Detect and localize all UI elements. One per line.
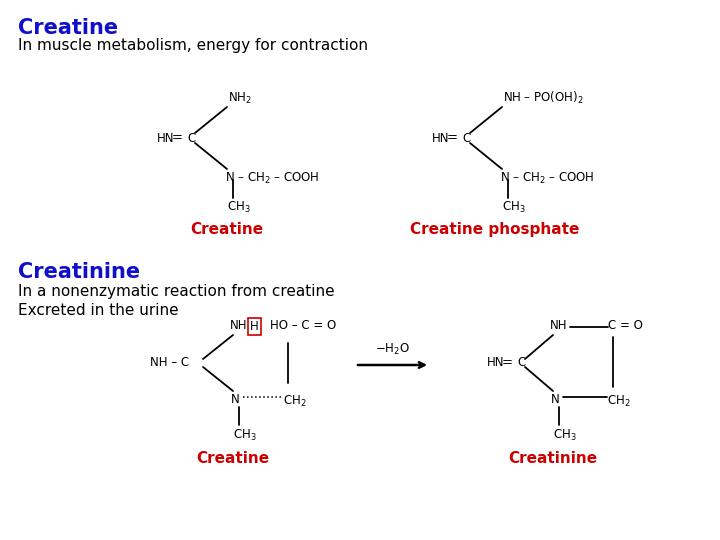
Text: HN: HN (432, 132, 449, 145)
Text: CH$_2$: CH$_2$ (607, 394, 631, 409)
Text: =: = (502, 356, 513, 369)
Text: C: C (517, 356, 526, 369)
Text: HN: HN (157, 132, 174, 145)
Text: H: H (250, 320, 258, 333)
Text: $-$H$_2$O: $-$H$_2$O (376, 342, 410, 357)
Text: In muscle metabolism, energy for contraction: In muscle metabolism, energy for contrac… (18, 38, 368, 53)
Text: N – CH$_2$ – COOH: N – CH$_2$ – COOH (500, 171, 595, 186)
Text: CH$_3$: CH$_3$ (227, 200, 251, 215)
Text: C: C (462, 132, 470, 145)
Text: C = O: C = O (608, 319, 643, 332)
Text: Creatinine: Creatinine (18, 262, 140, 282)
Text: N: N (231, 393, 240, 406)
Text: =: = (171, 132, 182, 145)
Text: N: N (551, 393, 559, 406)
Text: In a nonenzymatic reaction from creatine: In a nonenzymatic reaction from creatine (18, 284, 335, 299)
Text: Creatine: Creatine (190, 222, 264, 237)
Text: Creatine: Creatine (18, 18, 118, 38)
Text: NH – C: NH – C (150, 356, 189, 369)
Text: HO – C = O: HO – C = O (270, 319, 336, 332)
Text: C: C (187, 132, 195, 145)
Text: =: = (446, 132, 457, 145)
Text: Creatine phosphate: Creatine phosphate (410, 222, 580, 237)
Text: NH – PO(OH)$_2$: NH – PO(OH)$_2$ (503, 90, 584, 106)
Text: Creatine: Creatine (197, 451, 269, 466)
Text: CH$_3$: CH$_3$ (553, 428, 577, 443)
Text: CH$_3$: CH$_3$ (233, 428, 257, 443)
Text: CH$_2$: CH$_2$ (283, 394, 307, 409)
Text: N – CH$_2$ – COOH: N – CH$_2$ – COOH (225, 171, 320, 186)
Text: Creatinine: Creatinine (508, 451, 598, 466)
Text: NH$_2$: NH$_2$ (228, 91, 252, 106)
Text: NH: NH (230, 319, 248, 332)
Text: CH$_3$: CH$_3$ (502, 200, 526, 215)
Text: NH: NH (550, 319, 567, 332)
Text: Excreted in the urine: Excreted in the urine (18, 303, 179, 318)
Text: HN: HN (487, 356, 505, 369)
